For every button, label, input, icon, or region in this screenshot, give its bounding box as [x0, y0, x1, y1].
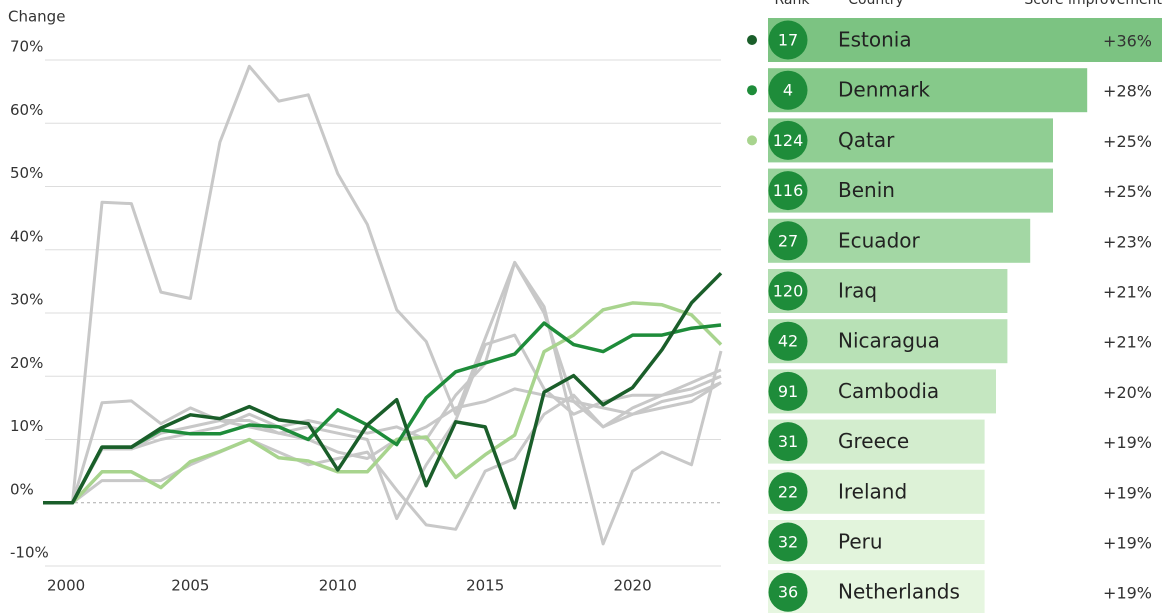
value-label: +21%: [1103, 333, 1152, 352]
rank-badge: [768, 271, 808, 311]
country: Ireland: [838, 479, 907, 503]
bar: [768, 218, 1031, 263]
line: [43, 271, 723, 510]
rank-badge: [768, 70, 808, 110]
line: [43, 260, 722, 505]
country: Greece: [838, 429, 909, 453]
bar: [768, 18, 1162, 62]
rank-badge: [768, 572, 808, 612]
rank: 17: [778, 31, 798, 50]
y-tick-label: 70%: [10, 38, 43, 56]
line: [43, 381, 722, 505]
value-label: +21%: [1103, 283, 1152, 302]
rank-badge: [768, 221, 808, 261]
country: Peru: [838, 530, 883, 554]
rank: 91: [778, 382, 798, 401]
x-tick-label: 2005: [171, 577, 209, 595]
country: Benin: [838, 178, 895, 202]
rank-badge: [768, 321, 808, 361]
rank: 120: [773, 282, 804, 301]
rank-badge: [768, 522, 808, 562]
x-tick-label: 2010: [319, 577, 357, 595]
rank: 4: [783, 81, 793, 100]
country: Denmark: [838, 78, 930, 102]
rank: 36: [778, 583, 798, 602]
y-tick-label: 50%: [10, 164, 43, 182]
country: Iraq: [838, 279, 877, 303]
y-tick-label: 20%: [10, 354, 43, 372]
country: Estonia: [838, 28, 912, 52]
column-header: Score improvement: [1024, 0, 1162, 8]
x-tick-label: 2015: [466, 577, 504, 595]
country: Netherlands: [838, 580, 960, 604]
x-tick-label: 2000: [47, 577, 85, 595]
rank-badge: [768, 371, 808, 411]
rank: 116: [773, 181, 804, 200]
value-label: +28%: [1103, 82, 1152, 101]
country: Ecuador: [838, 228, 920, 252]
y-tick-label: 10%: [10, 417, 43, 435]
value-label: +19%: [1103, 534, 1152, 553]
y-tick-label: 30%: [10, 291, 43, 309]
rank-badge: [768, 120, 808, 160]
value-label: +25%: [1103, 182, 1152, 201]
column-header: Country: [848, 0, 904, 8]
column-header: Rank: [775, 0, 811, 8]
value-label: +19%: [1103, 483, 1152, 502]
country: Cambodia: [838, 379, 939, 403]
bar: [768, 68, 1088, 113]
y-tick-label: 0%: [10, 480, 34, 498]
bar: [768, 118, 1053, 163]
country: Qatar: [838, 128, 895, 152]
axis-label: Change: [8, 8, 65, 26]
value-label: +25%: [1103, 132, 1152, 151]
rank-badge: [768, 20, 808, 60]
rank-badge: [768, 171, 808, 211]
rank: 42: [778, 332, 798, 351]
rank: 32: [778, 533, 798, 552]
value-label: +36%: [1103, 32, 1152, 51]
rank: 27: [778, 231, 798, 250]
y-tick-label: 60%: [10, 101, 43, 119]
value-label: +23%: [1103, 232, 1152, 251]
rank-badge: [768, 472, 808, 512]
rank-badge: [768, 422, 808, 462]
legend-marker: [747, 135, 757, 146]
x-tick-label: 2020: [613, 577, 651, 595]
rank: 31: [778, 432, 798, 451]
value-label: +20%: [1103, 383, 1152, 402]
line: [43, 301, 723, 505]
legend-marker: [747, 35, 757, 45]
bar: [768, 319, 1008, 364]
bar: [768, 168, 1053, 213]
line: [43, 64, 723, 546]
legend-marker: [747, 85, 757, 96]
rank: 22: [778, 482, 798, 501]
line: [43, 333, 722, 521]
value-label: +19%: [1103, 584, 1152, 603]
y-tick-label: -10%: [10, 544, 49, 562]
bar: [768, 269, 1008, 313]
value-label: +19%: [1103, 433, 1152, 452]
rank: 124: [773, 131, 804, 150]
country: Nicaragua: [838, 329, 940, 353]
y-tick-label: 40%: [10, 227, 43, 245]
